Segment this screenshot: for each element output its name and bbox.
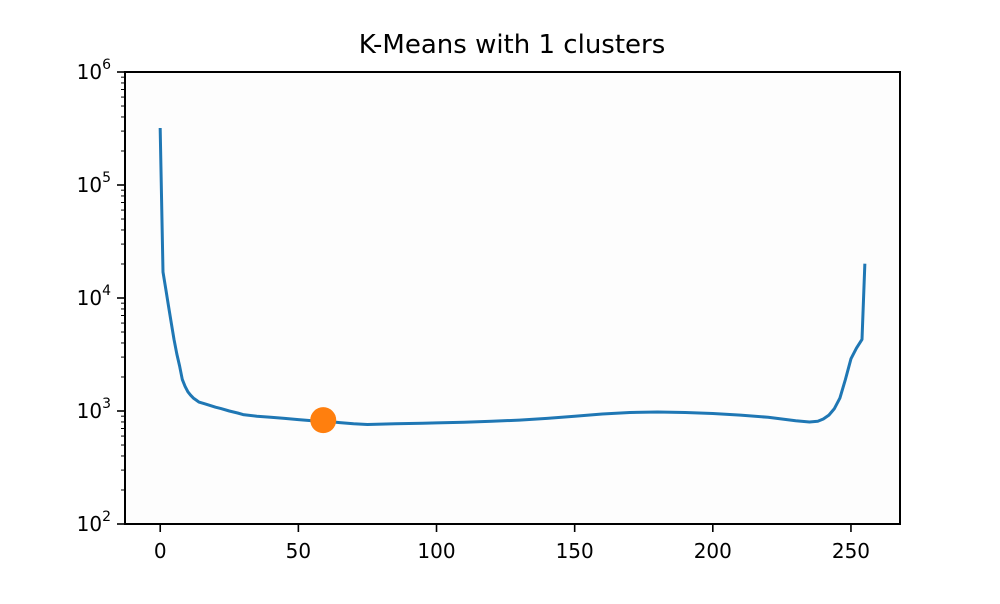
plot-area: [125, 72, 900, 524]
x-axis: 0 50 100 150 200 250: [154, 524, 870, 563]
series-layer: [158, 127, 867, 434]
x-tick-label: 0: [154, 539, 167, 563]
series-1-point-0: [310, 407, 337, 434]
y-tick-label: 102: [77, 509, 111, 536]
x-tick-label: 200: [694, 539, 732, 563]
x-tick-label: 150: [556, 539, 594, 563]
y-tick-label: 104: [77, 283, 111, 310]
x-tick-label: 100: [417, 539, 455, 563]
x-tick-label: 250: [832, 539, 870, 563]
y-tick-label: 103: [77, 396, 111, 423]
chart-title: K-Means with 1 clusters: [359, 30, 666, 60]
y-tick-label: 105: [77, 170, 111, 197]
y-axis: 102 103 104 105 106: [77, 57, 125, 536]
y-tick-label: 106: [77, 57, 111, 84]
series-0-line: [158, 127, 867, 426]
x-tick-label: 50: [286, 539, 311, 563]
